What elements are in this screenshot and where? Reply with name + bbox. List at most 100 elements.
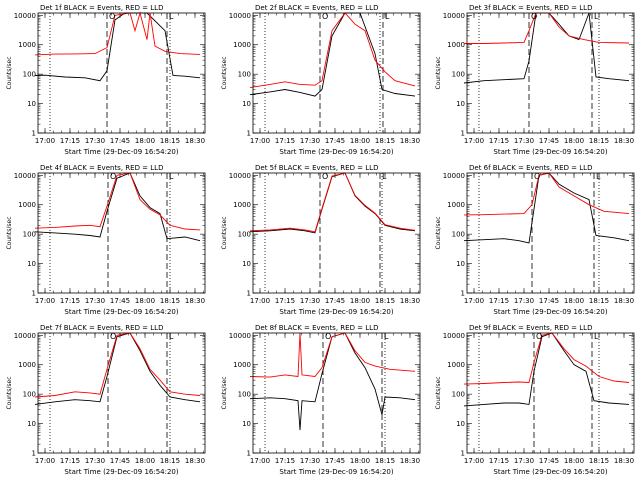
x-tick-label: 17:15 — [489, 457, 509, 465]
x-tick-label: 18:00 — [350, 457, 370, 465]
chart-title: Det 8f BLACK = Events, RED = LLD — [255, 324, 378, 332]
series-line-lld — [34, 172, 201, 231]
x-tick-label: 17:45 — [325, 457, 345, 465]
y-tick-label: 1 — [247, 130, 251, 138]
y-tick-label: 1000 — [233, 201, 251, 209]
series-line-events — [34, 172, 201, 242]
chart-panel-8: Det 8f BLACK = Events, RED = LLD Counts/s… — [221, 324, 421, 476]
x-tick-label: 17:00 — [35, 297, 55, 305]
y-axis-label: Counts/sec — [6, 376, 13, 409]
x-axis-label: Start Time (29-Dec-09 16:54:20) — [64, 468, 178, 476]
y-tick-label: 1 — [32, 290, 36, 298]
x-tick-label: 17:30 — [514, 457, 534, 465]
y-tick-label: 1000 — [233, 41, 251, 49]
x-tick-label: 17:45 — [110, 297, 130, 305]
chart-panel-4: Det 4f BLACK = Events, RED = LLD Counts/s… — [6, 164, 206, 316]
x-axis-label: Start Time (29-Dec-09 16:54:20) — [279, 308, 393, 316]
y-tick-label: 100 — [452, 231, 465, 239]
x-tick-label: 18:00 — [135, 297, 155, 305]
x-tick-label: 18:00 — [564, 457, 584, 465]
x-tick-label: 17:30 — [300, 457, 320, 465]
x-axis-label: Start Time (29-Dec-09 16:54:20) — [64, 308, 178, 316]
y-tick-label: 10000 — [443, 332, 465, 340]
x-tick-label: 17:00 — [35, 137, 55, 145]
x-tick-label: 18:00 — [350, 137, 370, 145]
series-line-lld — [249, 12, 416, 89]
x-tick-label: 18:30 — [614, 457, 634, 465]
chart-title: Det 7f BLACK = Events, RED = LLD — [40, 324, 163, 332]
x-axis-label: Start Time (29-Dec-09 16:54:20) — [493, 148, 607, 156]
series-line-events — [249, 172, 416, 234]
y-tick-label: 10000 — [229, 332, 251, 340]
series-line-events — [463, 332, 630, 407]
x-tick-label: 17:45 — [539, 297, 559, 305]
chart-panel-6: Det 6f BLACK = Events, RED = LLD Counts/s… — [435, 164, 635, 316]
y-axis-label: Counts/sec — [435, 376, 442, 409]
x-tick-label: 18:30 — [400, 137, 420, 145]
y-tick-label: 10 — [27, 100, 36, 108]
chart-panel-2: Det 2f BLACK = Events, RED = LLD Counts/s… — [221, 4, 421, 156]
y-tick-label: 10000 — [443, 172, 465, 180]
series-line-lld — [249, 172, 416, 233]
y-tick-label: 100 — [238, 231, 251, 239]
chart-panel-3: Det 3f BLACK = Events, RED = LLD Counts/s… — [435, 4, 635, 156]
chart-title: Det 3f BLACK = Events, RED = LLD — [469, 4, 592, 12]
plot-frame — [252, 12, 421, 134]
x-tick-label: 18:30 — [614, 297, 634, 305]
x-tick-label: 18:00 — [564, 297, 584, 305]
y-tick-label: 10000 — [229, 12, 251, 20]
plot-frame — [252, 332, 421, 454]
marker-o: O — [322, 12, 328, 21]
y-tick-label: 10 — [27, 260, 36, 268]
x-tick-label: 17:15 — [275, 457, 295, 465]
x-tick-label: 18:15 — [375, 457, 395, 465]
chart-panel-7: Det 7f BLACK = Events, RED = LLD Counts/s… — [6, 324, 206, 476]
x-tick-label: 17:15 — [60, 297, 80, 305]
chart-panel-9: Det 9f BLACK = Events, RED = LLD Counts/s… — [435, 324, 635, 476]
y-tick-label: 1 — [461, 450, 465, 458]
y-tick-label: 10 — [27, 420, 36, 428]
x-tick-label: 17:30 — [85, 297, 105, 305]
x-tick-label: 17:45 — [325, 137, 345, 145]
y-tick-label: 1000 — [447, 361, 465, 369]
series-line-events — [34, 332, 201, 405]
x-tick-label: 17:15 — [60, 137, 80, 145]
y-tick-label: 100 — [238, 391, 251, 399]
x-tick-label: 18:15 — [589, 457, 609, 465]
chart-title: Det 1f BLACK = Events, RED = LLD — [40, 4, 163, 12]
x-tick-label: 18:15 — [160, 297, 180, 305]
x-tick-label: 17:30 — [300, 297, 320, 305]
series-line-events — [34, 12, 201, 82]
chart-panel-1: Det 1f BLACK = Events, RED = LLD Counts/s… — [6, 4, 206, 156]
plot-frame — [37, 12, 206, 134]
marker-l: L — [169, 172, 174, 181]
marker-o: O — [536, 332, 542, 341]
x-tick-label: 17:45 — [325, 297, 345, 305]
marker-o: O — [110, 172, 116, 181]
chart-title: Det 2f BLACK = Events, RED = LLD — [255, 4, 378, 12]
y-tick-label: 10 — [242, 420, 251, 428]
chart-panel-5: Det 5f BLACK = Events, RED = LLD Counts/s… — [221, 164, 421, 316]
marker-o: O — [531, 12, 537, 21]
y-tick-label: 10 — [456, 100, 465, 108]
x-tick-label: 17:30 — [300, 137, 320, 145]
marker-l: L — [594, 12, 599, 21]
chart-title: Det 9f BLACK = Events, RED = LLD — [469, 324, 592, 332]
marker-l: L — [596, 172, 601, 181]
x-tick-label: 18:30 — [185, 297, 205, 305]
chart-title: Det 5f BLACK = Events, RED = LLD — [255, 164, 378, 172]
plot-frame — [37, 332, 206, 454]
y-tick-label: 10000 — [229, 172, 251, 180]
y-tick-label: 1000 — [447, 41, 465, 49]
x-tick-label: 18:30 — [185, 137, 205, 145]
series-line-events — [249, 12, 416, 97]
x-axis-label: Start Time (29-Dec-09 16:54:20) — [493, 308, 607, 316]
marker-l: L — [382, 172, 387, 181]
x-tick-label: 17:45 — [110, 137, 130, 145]
x-tick-label: 18:30 — [185, 457, 205, 465]
y-tick-label: 1 — [247, 290, 251, 298]
x-tick-label: 18:30 — [400, 297, 420, 305]
x-tick-label: 17:15 — [275, 137, 295, 145]
x-axis-label: Start Time (29-Dec-09 16:54:20) — [493, 468, 607, 476]
y-tick-label: 100 — [23, 231, 36, 239]
